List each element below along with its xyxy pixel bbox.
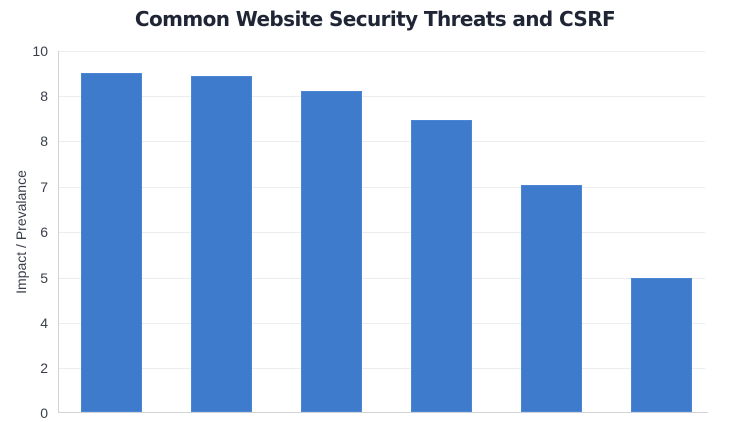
gridline (59, 323, 705, 324)
y-tick-label: 0 (40, 405, 48, 421)
y-tick-label: 6 (40, 224, 48, 240)
gridline (59, 368, 705, 369)
bar (191, 76, 252, 412)
plot-area (58, 51, 708, 413)
bar (521, 185, 582, 412)
y-tick-label: 5 (40, 270, 48, 286)
gridline (59, 187, 705, 188)
gridline (59, 96, 705, 97)
gridline (59, 232, 705, 233)
y-tick-label: 8 (40, 88, 48, 104)
y-tick-label: 10 (32, 43, 48, 59)
gridline (59, 51, 705, 52)
y-tick-label: 2 (40, 360, 48, 376)
y-tick-label: 4 (40, 315, 48, 331)
bar (631, 278, 692, 412)
y-tick-label: 8 (40, 133, 48, 149)
bar (81, 73, 142, 412)
bar (301, 91, 362, 412)
y-tick-label: 7 (40, 179, 48, 195)
bar (411, 120, 472, 412)
gridline (59, 141, 705, 142)
gridline (59, 278, 705, 279)
chart-title: Common Website Security Threats and CSRF (134, 7, 616, 31)
